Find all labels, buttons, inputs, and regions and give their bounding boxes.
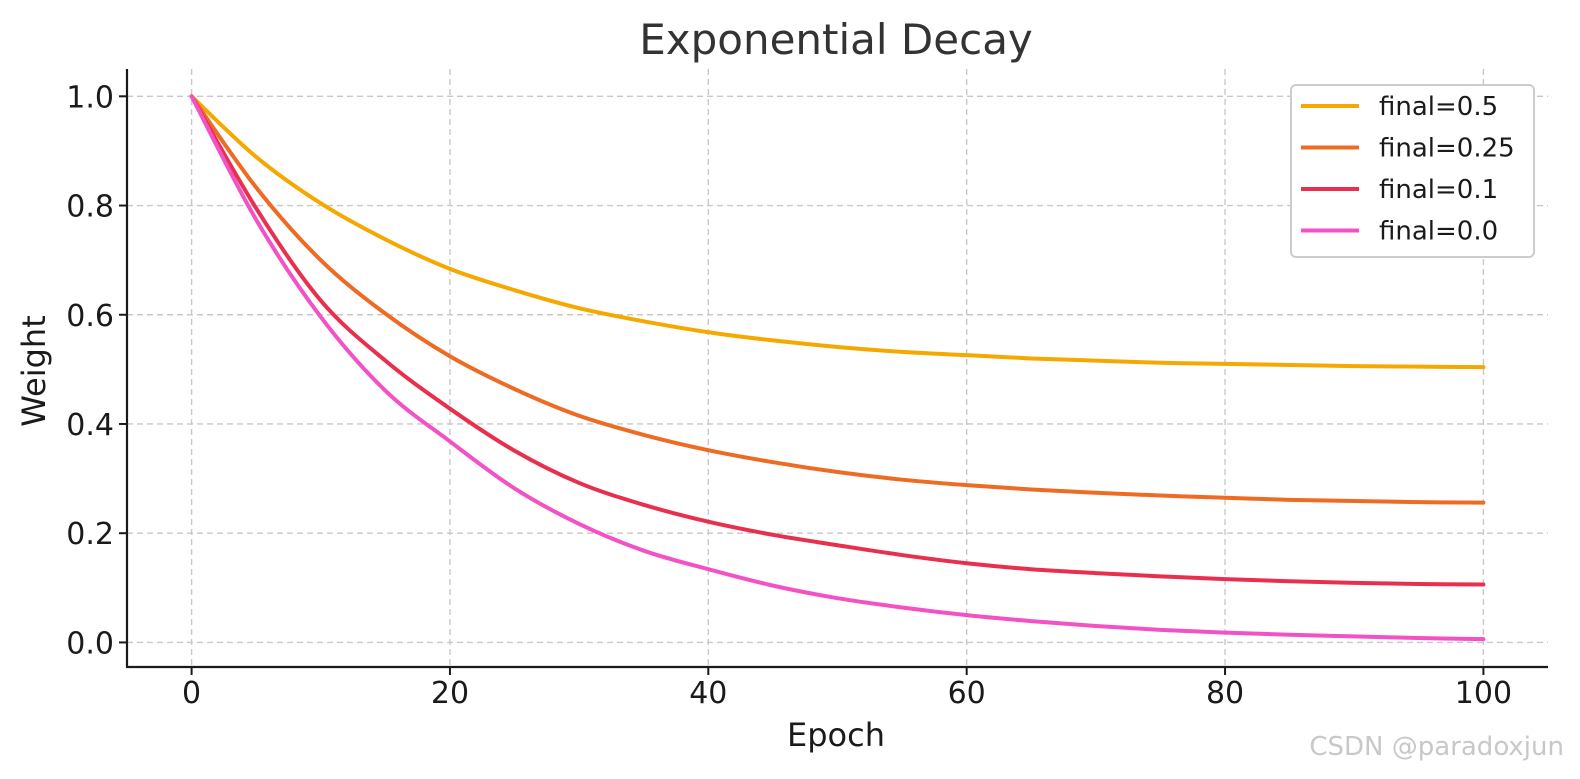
x-tick-label: 100 — [1455, 676, 1512, 711]
x-axis-label: Epoch — [787, 716, 885, 754]
legend-label-final-0-5: final=0.5 — [1379, 92, 1498, 122]
series-line-final-0-5 — [189, 94, 1486, 370]
legend-label-final-0-0: final=0.0 — [1379, 217, 1498, 247]
legend-label-final-0-1: final=0.1 — [1379, 175, 1498, 205]
y-tick-label: 0.6 — [66, 299, 114, 334]
x-tick-label: 80 — [1206, 676, 1244, 711]
y-tick-label: 0.4 — [66, 408, 114, 443]
series-lines — [189, 94, 1486, 642]
y-tick-label: 1.0 — [66, 80, 114, 115]
legend: final=0.5 final=0.25 final=0.1 final=0.0 — [1290, 84, 1535, 258]
watermark: CSDN @paradoxjun — [1309, 732, 1564, 762]
axes — [125, 69, 1548, 669]
x-tick-label: 40 — [689, 676, 727, 711]
series-line-final-0-0 — [189, 94, 1486, 642]
y-tick-label: 0.2 — [66, 517, 114, 552]
x-tick-label: 0 — [182, 676, 201, 711]
series-line-final-0-25 — [189, 94, 1486, 505]
x-tick-label: 20 — [431, 676, 469, 711]
chart-title: Exponential Decay — [639, 15, 1033, 64]
y-tick-label: 0.8 — [66, 190, 114, 225]
x-tick-label: 60 — [948, 676, 986, 711]
legend-label-final-0-25: final=0.25 — [1379, 134, 1515, 164]
y-tick-label: 0.0 — [66, 626, 114, 661]
x-axis-ticks: 0 20 40 60 80 100 — [182, 667, 1512, 711]
y-axis-ticks: 0.0 0.2 0.4 0.6 0.8 1.0 — [66, 80, 127, 661]
legend-frame — [1290, 84, 1535, 258]
series-line-final-0-1 — [189, 94, 1486, 587]
y-axis-label: Weight — [15, 315, 53, 426]
